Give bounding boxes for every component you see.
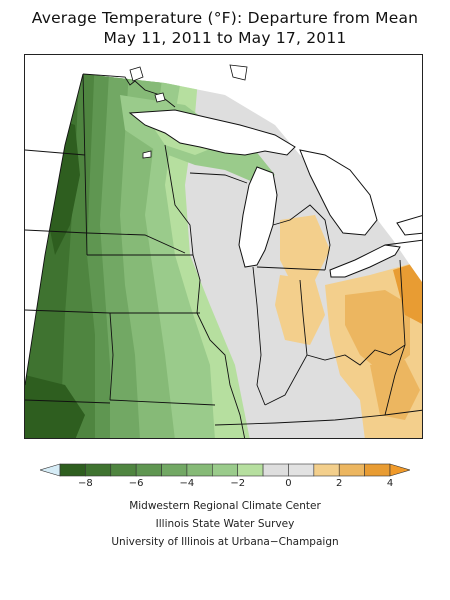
legend-bin — [313, 463, 340, 477]
legend-tick-label: −8 — [78, 478, 93, 489]
legend-bin — [364, 463, 391, 477]
state-boundaries — [25, 73, 422, 438]
legend-bin — [59, 463, 86, 477]
legend-bin — [186, 463, 213, 477]
color-legend — [38, 460, 412, 500]
legend-bin — [237, 463, 264, 477]
credit-line-3: University of Illinois at Urbana−Champai… — [111, 536, 339, 548]
credit-line-2: Illinois State Water Survey — [155, 518, 295, 530]
map-title: Average Temperature (°F): Departure from… — [31, 9, 419, 27]
legend-tick-label: −4 — [179, 478, 195, 489]
credit-line-1: Midwestern Regional Climate Center — [129, 500, 321, 512]
legend-bin — [135, 463, 162, 477]
legend-bin — [38, 463, 61, 477]
temperature-departure-map — [24, 54, 423, 439]
legend-bin — [85, 463, 112, 477]
legend-bin — [338, 463, 365, 477]
legend-bin — [262, 463, 289, 477]
legend-tick-label: 0 — [285, 478, 292, 489]
legend-bin — [110, 463, 137, 477]
legend-bin — [389, 463, 412, 477]
legend-tick-label: −2 — [230, 478, 246, 489]
map-canvas — [25, 64, 422, 438]
legend-bin — [161, 463, 188, 477]
legend-colorbar — [38, 463, 412, 477]
great-lakes — [128, 109, 422, 278]
legend-bin — [288, 463, 315, 477]
legend-tick-label: 4 — [386, 478, 394, 489]
legend-bin — [212, 463, 238, 477]
small-lakes — [129, 64, 248, 159]
shaded-departure-field — [25, 74, 422, 438]
map-date-range: May 11, 2011 to May 17, 2011 — [103, 29, 347, 47]
legend-tick-label: 2 — [336, 478, 343, 489]
legend-tick-label: −6 — [128, 478, 144, 489]
